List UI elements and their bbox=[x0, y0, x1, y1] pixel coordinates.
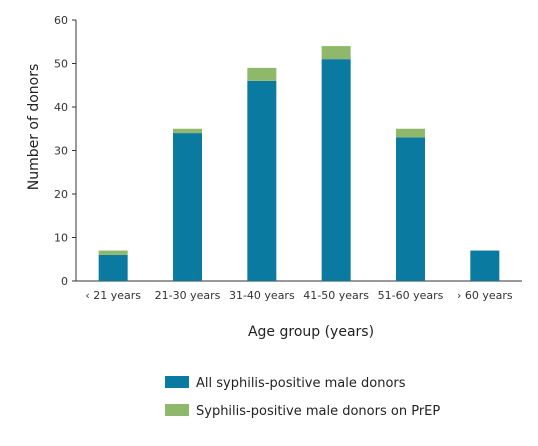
bar-segment-prep-donors bbox=[247, 67, 277, 81]
y-tick-label: 30 bbox=[54, 145, 68, 158]
bar-segment-all-donors bbox=[396, 137, 425, 281]
y-tick-label: 10 bbox=[54, 232, 68, 245]
y-tick-label: 50 bbox=[54, 58, 68, 71]
x-tick-label: 41-50 years bbox=[303, 289, 369, 302]
x-tick-label: 31-40 years bbox=[229, 289, 295, 302]
y-tick-label: 40 bbox=[54, 101, 68, 114]
bar-segment-all-donors bbox=[173, 133, 202, 281]
x-axis-title: Age group (years) bbox=[248, 324, 374, 340]
y-axis-title: Number of donors bbox=[26, 64, 42, 191]
legend-swatch-prep-donors bbox=[165, 404, 189, 416]
legend-label-prep-donors: Syphilis-positive male donors on PrEP bbox=[196, 404, 440, 419]
bar-segment-all-donors bbox=[321, 59, 351, 282]
legend-label-all-donors: All syphilis-positive male donors bbox=[196, 376, 406, 391]
bar-segment-all-donors bbox=[98, 254, 128, 281]
axes bbox=[75, 20, 522, 282]
bar-segment-prep-donors bbox=[321, 46, 351, 60]
x-tick-label: 51-60 years bbox=[378, 289, 444, 302]
bar-segment-prep-donors bbox=[396, 128, 425, 138]
bar-segment-prep-donors bbox=[98, 250, 128, 255]
legend-swatch-all-donors bbox=[165, 376, 189, 388]
x-ticks: ‹ 21 years 21-30 years 31-40 years 41-50 ye… bbox=[85, 289, 513, 302]
x-tick-label: › 60 years bbox=[457, 289, 513, 302]
y-ticks: 0 10 20 30 40 50 60 bbox=[54, 14, 76, 288]
bar-segment-all-donors bbox=[247, 80, 277, 282]
y-tick-label: 20 bbox=[54, 188, 68, 201]
y-tick-label: 60 bbox=[54, 14, 68, 27]
y-tick-label: 0 bbox=[61, 275, 68, 288]
bars bbox=[98, 46, 500, 282]
x-tick-label: ‹ 21 years bbox=[85, 289, 141, 302]
bar-segment-prep-donors bbox=[173, 128, 202, 134]
x-tick-label: 21-30 years bbox=[155, 289, 221, 302]
bar-segment-all-donors bbox=[470, 250, 500, 281]
legend: All syphilis-positive male donors Syphil… bbox=[165, 376, 440, 419]
